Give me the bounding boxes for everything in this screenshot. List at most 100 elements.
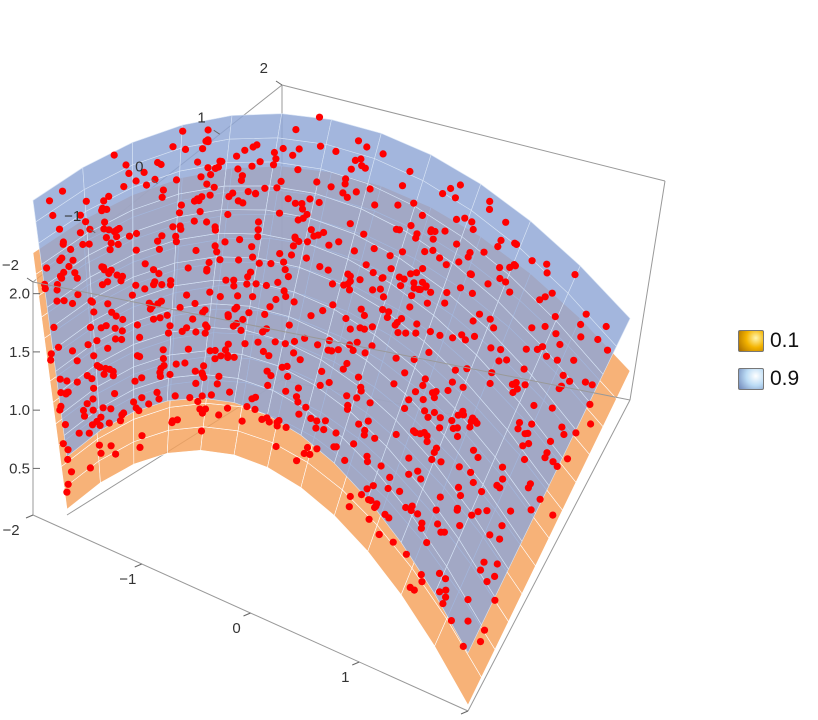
data-point xyxy=(464,596,472,604)
data-point xyxy=(468,511,476,519)
data-point xyxy=(298,200,306,208)
data-point xyxy=(313,417,321,425)
data-point xyxy=(486,379,494,388)
data-point xyxy=(468,289,476,297)
data-point xyxy=(520,365,528,373)
data-point xyxy=(514,425,522,433)
data-point xyxy=(398,248,407,256)
data-point xyxy=(394,201,402,209)
data-point xyxy=(156,368,164,376)
data-point xyxy=(443,289,451,297)
data-point xyxy=(419,396,427,404)
data-point xyxy=(281,266,289,274)
data-point xyxy=(325,241,333,249)
data-point xyxy=(281,340,289,348)
data-point xyxy=(291,234,299,242)
data-point xyxy=(168,419,176,427)
data-point xyxy=(493,481,501,489)
data-point xyxy=(594,335,602,344)
data-point xyxy=(491,572,499,581)
data-point xyxy=(524,429,532,437)
data-point xyxy=(307,414,315,422)
data-point xyxy=(251,393,260,401)
data-point xyxy=(353,394,361,402)
y-tick-label: −2 xyxy=(2,257,19,274)
data-point xyxy=(427,226,435,234)
data-point xyxy=(448,378,456,386)
data-point xyxy=(401,369,409,377)
data-point xyxy=(294,384,302,392)
data-point xyxy=(192,328,200,336)
data-point xyxy=(149,266,158,274)
data-point xyxy=(294,166,302,174)
data-point xyxy=(213,248,221,256)
y-tick-label: 0 xyxy=(135,159,143,176)
data-point xyxy=(352,188,360,196)
data-point xyxy=(358,162,366,170)
data-point xyxy=(343,392,351,400)
data-point xyxy=(536,495,544,503)
data-point xyxy=(339,365,347,373)
data-point xyxy=(86,464,94,472)
data-point xyxy=(289,242,297,250)
data-point xyxy=(475,310,484,318)
data-point xyxy=(428,455,436,464)
data-point xyxy=(93,362,101,370)
data-point xyxy=(298,205,307,213)
data-point xyxy=(197,173,205,181)
data-point xyxy=(210,183,218,191)
data-point xyxy=(410,284,418,292)
data-point xyxy=(275,209,284,217)
data-point xyxy=(491,596,499,604)
data-point xyxy=(436,254,444,262)
data-point xyxy=(441,299,449,307)
data-point xyxy=(524,484,533,492)
data-point xyxy=(271,338,279,346)
data-point xyxy=(423,432,431,440)
data-point xyxy=(402,329,410,337)
data-point xyxy=(272,155,280,163)
data-point xyxy=(345,286,354,294)
data-point xyxy=(346,492,354,501)
data-point xyxy=(335,238,343,246)
data-point xyxy=(80,412,89,420)
y-tick xyxy=(88,228,96,234)
data-point xyxy=(93,337,101,345)
data-point xyxy=(384,484,392,493)
data-point xyxy=(496,535,504,543)
data-point xyxy=(111,324,119,332)
data-point xyxy=(449,334,457,342)
data-point xyxy=(89,395,97,403)
data-point xyxy=(563,455,572,463)
data-point xyxy=(50,323,58,331)
data-point xyxy=(325,378,333,387)
data-point xyxy=(131,377,139,385)
data-point xyxy=(122,161,130,169)
data-point xyxy=(76,211,84,219)
data-point xyxy=(204,138,212,146)
data-point xyxy=(602,322,610,331)
data-point xyxy=(451,366,459,374)
data-point xyxy=(424,413,432,421)
data-point xyxy=(519,442,527,450)
data-point xyxy=(303,443,312,452)
data-point xyxy=(332,429,340,437)
data-point xyxy=(216,256,224,264)
data-point xyxy=(100,197,108,205)
data-point xyxy=(397,282,405,290)
data-point xyxy=(157,297,165,305)
data-point xyxy=(448,417,456,425)
data-point xyxy=(469,317,477,325)
data-point xyxy=(111,390,119,398)
data-point xyxy=(480,248,488,256)
data-point xyxy=(302,403,310,411)
data-point xyxy=(502,218,510,226)
data-point xyxy=(254,233,262,241)
data-point xyxy=(141,260,149,268)
data-point xyxy=(414,467,422,475)
data-point xyxy=(354,373,363,381)
data-point xyxy=(455,463,463,471)
z-tick-label: 2.0 xyxy=(9,286,30,303)
data-point xyxy=(103,205,111,213)
data-point xyxy=(549,511,557,519)
